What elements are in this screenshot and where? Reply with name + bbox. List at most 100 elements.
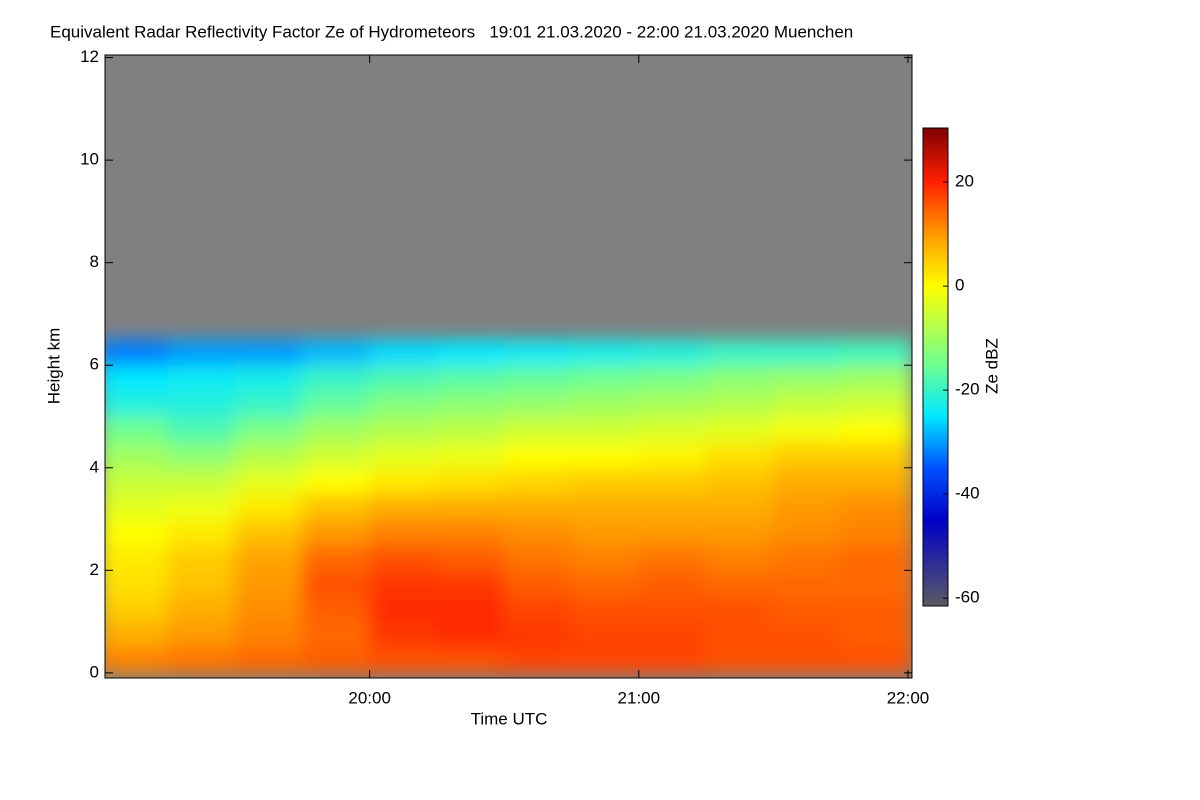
heatmap-cell xyxy=(369,518,438,546)
heatmap-cell xyxy=(234,518,303,546)
heatmap-cell xyxy=(772,441,842,469)
heatmap-cell xyxy=(571,595,640,623)
heatmap-cell xyxy=(234,569,303,597)
heatmap-cell xyxy=(840,467,912,494)
heatmap-cell xyxy=(234,441,303,469)
heatmap-cell xyxy=(772,518,842,546)
x-tick-label: 20:00 xyxy=(348,688,391,707)
heatmap-cell xyxy=(571,518,640,546)
heatmap-cell xyxy=(436,492,505,520)
heatmap-cell xyxy=(301,595,371,623)
heatmap-cell xyxy=(105,621,169,648)
heatmap-cell xyxy=(369,595,438,623)
heatmap-cell xyxy=(234,492,303,520)
heatmap-cell xyxy=(105,390,169,417)
heatmap-cell xyxy=(234,595,303,623)
heatmap-cell xyxy=(638,518,707,546)
y-tick-label: 0 xyxy=(90,662,99,681)
chart-title: Equivalent Radar Reflectivity Factor Ze … xyxy=(50,22,853,41)
heatmap-cell xyxy=(571,544,640,571)
heatmap-cell xyxy=(705,467,774,494)
heatmap-cell xyxy=(167,544,236,571)
heatmap-cell xyxy=(705,390,774,417)
heatmap-cell xyxy=(503,646,573,674)
heatmap-cell xyxy=(105,467,169,494)
heatmap-cell xyxy=(301,467,371,494)
colorbar-frame xyxy=(922,127,949,607)
heatmap-cell xyxy=(503,390,573,417)
heatmap-cell xyxy=(105,569,169,597)
heatmap-cell xyxy=(167,621,236,648)
heatmap-cell xyxy=(638,415,707,443)
heatmap-cell xyxy=(705,646,774,674)
heatmap-cell xyxy=(167,646,236,674)
heatmap-cell xyxy=(503,621,573,648)
heatmap-cell xyxy=(772,544,842,571)
x-tick-label: 21:00 xyxy=(618,688,661,707)
heatmap-cell xyxy=(369,569,438,597)
colorbar-tick-label: 0 xyxy=(955,276,964,295)
heatmap-cell xyxy=(840,646,912,674)
heatmap-cell xyxy=(638,467,707,494)
heatmap-cell xyxy=(705,339,774,366)
heatmap-cell xyxy=(503,364,573,392)
heatmap-cell xyxy=(772,492,842,520)
heatmap-cell xyxy=(772,595,842,623)
heatmap-cell xyxy=(571,569,640,597)
heatmap-cell xyxy=(772,569,842,597)
heatmap-cell xyxy=(638,544,707,571)
heatmap-cell xyxy=(571,467,640,494)
heatmap-cell xyxy=(772,467,842,494)
heatmap-cell xyxy=(571,492,640,520)
heatmap-cell xyxy=(301,415,371,443)
heatmap-cell xyxy=(436,441,505,469)
heatmap-cell xyxy=(301,569,371,597)
heatmap-cell xyxy=(234,646,303,674)
y-tick-label: 12 xyxy=(80,47,99,66)
heatmap-cell xyxy=(436,621,505,648)
heatmap-cell xyxy=(167,390,236,417)
heatmap-cell xyxy=(436,544,505,571)
heatmap-cell xyxy=(638,569,707,597)
heatmap-cell xyxy=(436,390,505,417)
heatmap-cell xyxy=(638,621,707,648)
heatmap-cell xyxy=(772,621,842,648)
colorbar-tick-label: 20 xyxy=(955,172,974,191)
heatmap-cell xyxy=(638,441,707,469)
y-tick-label: 8 xyxy=(90,252,99,271)
heatmap-cell xyxy=(571,339,640,366)
heatmap-cell xyxy=(167,339,236,366)
heatmap-cell xyxy=(436,646,505,674)
heatmap-cell xyxy=(301,518,371,546)
heatmap-cell xyxy=(105,518,169,546)
heatmap-cell xyxy=(571,441,640,469)
heatmap-cell xyxy=(705,569,774,597)
heatmap-cell xyxy=(705,415,774,443)
heatmap-cell xyxy=(369,646,438,674)
heatmap-cell xyxy=(167,364,236,392)
heatmap-cell xyxy=(301,646,371,674)
heatmap-cell xyxy=(436,518,505,546)
heatmap-cell xyxy=(571,390,640,417)
heatmap-cell xyxy=(571,364,640,392)
x-axis-label: Time UTC xyxy=(471,709,548,728)
heatmap-cell xyxy=(234,621,303,648)
heatmap-cells xyxy=(105,339,912,674)
heatmap-cell xyxy=(369,339,438,366)
heatmap-cell xyxy=(638,339,707,366)
y-tick-label: 6 xyxy=(90,355,99,374)
heatmap-cell xyxy=(301,339,371,366)
heatmap-cell xyxy=(369,415,438,443)
heatmap-cell xyxy=(840,492,912,520)
heatmap-cell xyxy=(571,646,640,674)
heatmap-cell xyxy=(369,364,438,392)
heatmap-cell xyxy=(436,364,505,392)
heatmap-cell xyxy=(167,467,236,494)
heatmap-cell xyxy=(301,441,371,469)
heatmap-cell xyxy=(234,390,303,417)
colorbar-label: Ze dBZ xyxy=(982,338,1001,394)
heatmap-cell xyxy=(772,339,842,366)
heatmap-cell xyxy=(503,595,573,623)
y-tick-label: 4 xyxy=(90,457,99,476)
heatmap-cell xyxy=(840,364,912,392)
